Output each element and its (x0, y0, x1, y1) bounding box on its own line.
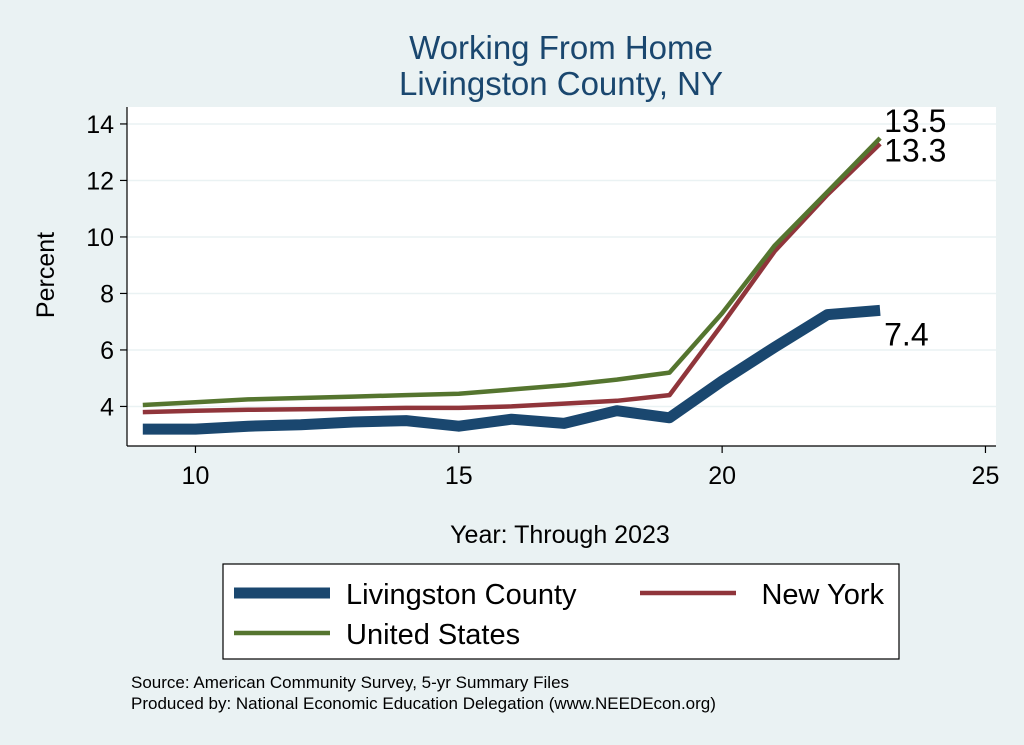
chart-title: Working From Home (409, 29, 713, 66)
y-tick-label: 4 (100, 393, 114, 421)
x-tick-label: 25 (972, 462, 1000, 490)
legend: Livingston County New York United States (222, 563, 900, 660)
x-axis-label: Year: Through 2023 (450, 521, 670, 549)
legend-label: Livingston County (346, 579, 577, 611)
x-tick-label: 20 (708, 462, 736, 490)
x-axis: 10 15 20 25 (127, 445, 1000, 490)
producer-note: Produced by: National Economic Education… (131, 694, 716, 713)
end-value-label: 13.5 (884, 103, 946, 139)
gridlines (127, 123, 996, 408)
source-note: Source: American Community Survey, 5-yr … (131, 673, 569, 692)
chart-subtitle: Livingston County, NY (399, 65, 723, 102)
end-value-label: 13.3 (884, 133, 946, 169)
y-axis-label: Percent (32, 232, 60, 318)
x-tick-label: 10 (182, 462, 210, 490)
y-tick-label: 8 (100, 280, 114, 308)
series-line-livingston-county (142, 304, 881, 435)
legend-label: United States (346, 619, 520, 651)
y-axis: 4 6 8 10 12 14 (86, 107, 128, 446)
y-tick-label: 12 (86, 167, 114, 195)
series-lines (142, 136, 882, 435)
y-tick-label: 14 (86, 111, 114, 139)
series-line-new-york (142, 142, 882, 415)
y-tick-label: 10 (86, 224, 114, 252)
end-value-label: 7.4 (884, 316, 928, 352)
x-tick-label: 15 (445, 462, 473, 490)
end-labels: 13.513.3 7.4 (884, 103, 946, 352)
series-line-united-states (142, 136, 882, 408)
legend-box (222, 563, 900, 660)
plot-area (127, 107, 996, 446)
y-tick-label: 6 (100, 337, 114, 365)
legend-label: New York (761, 579, 884, 611)
